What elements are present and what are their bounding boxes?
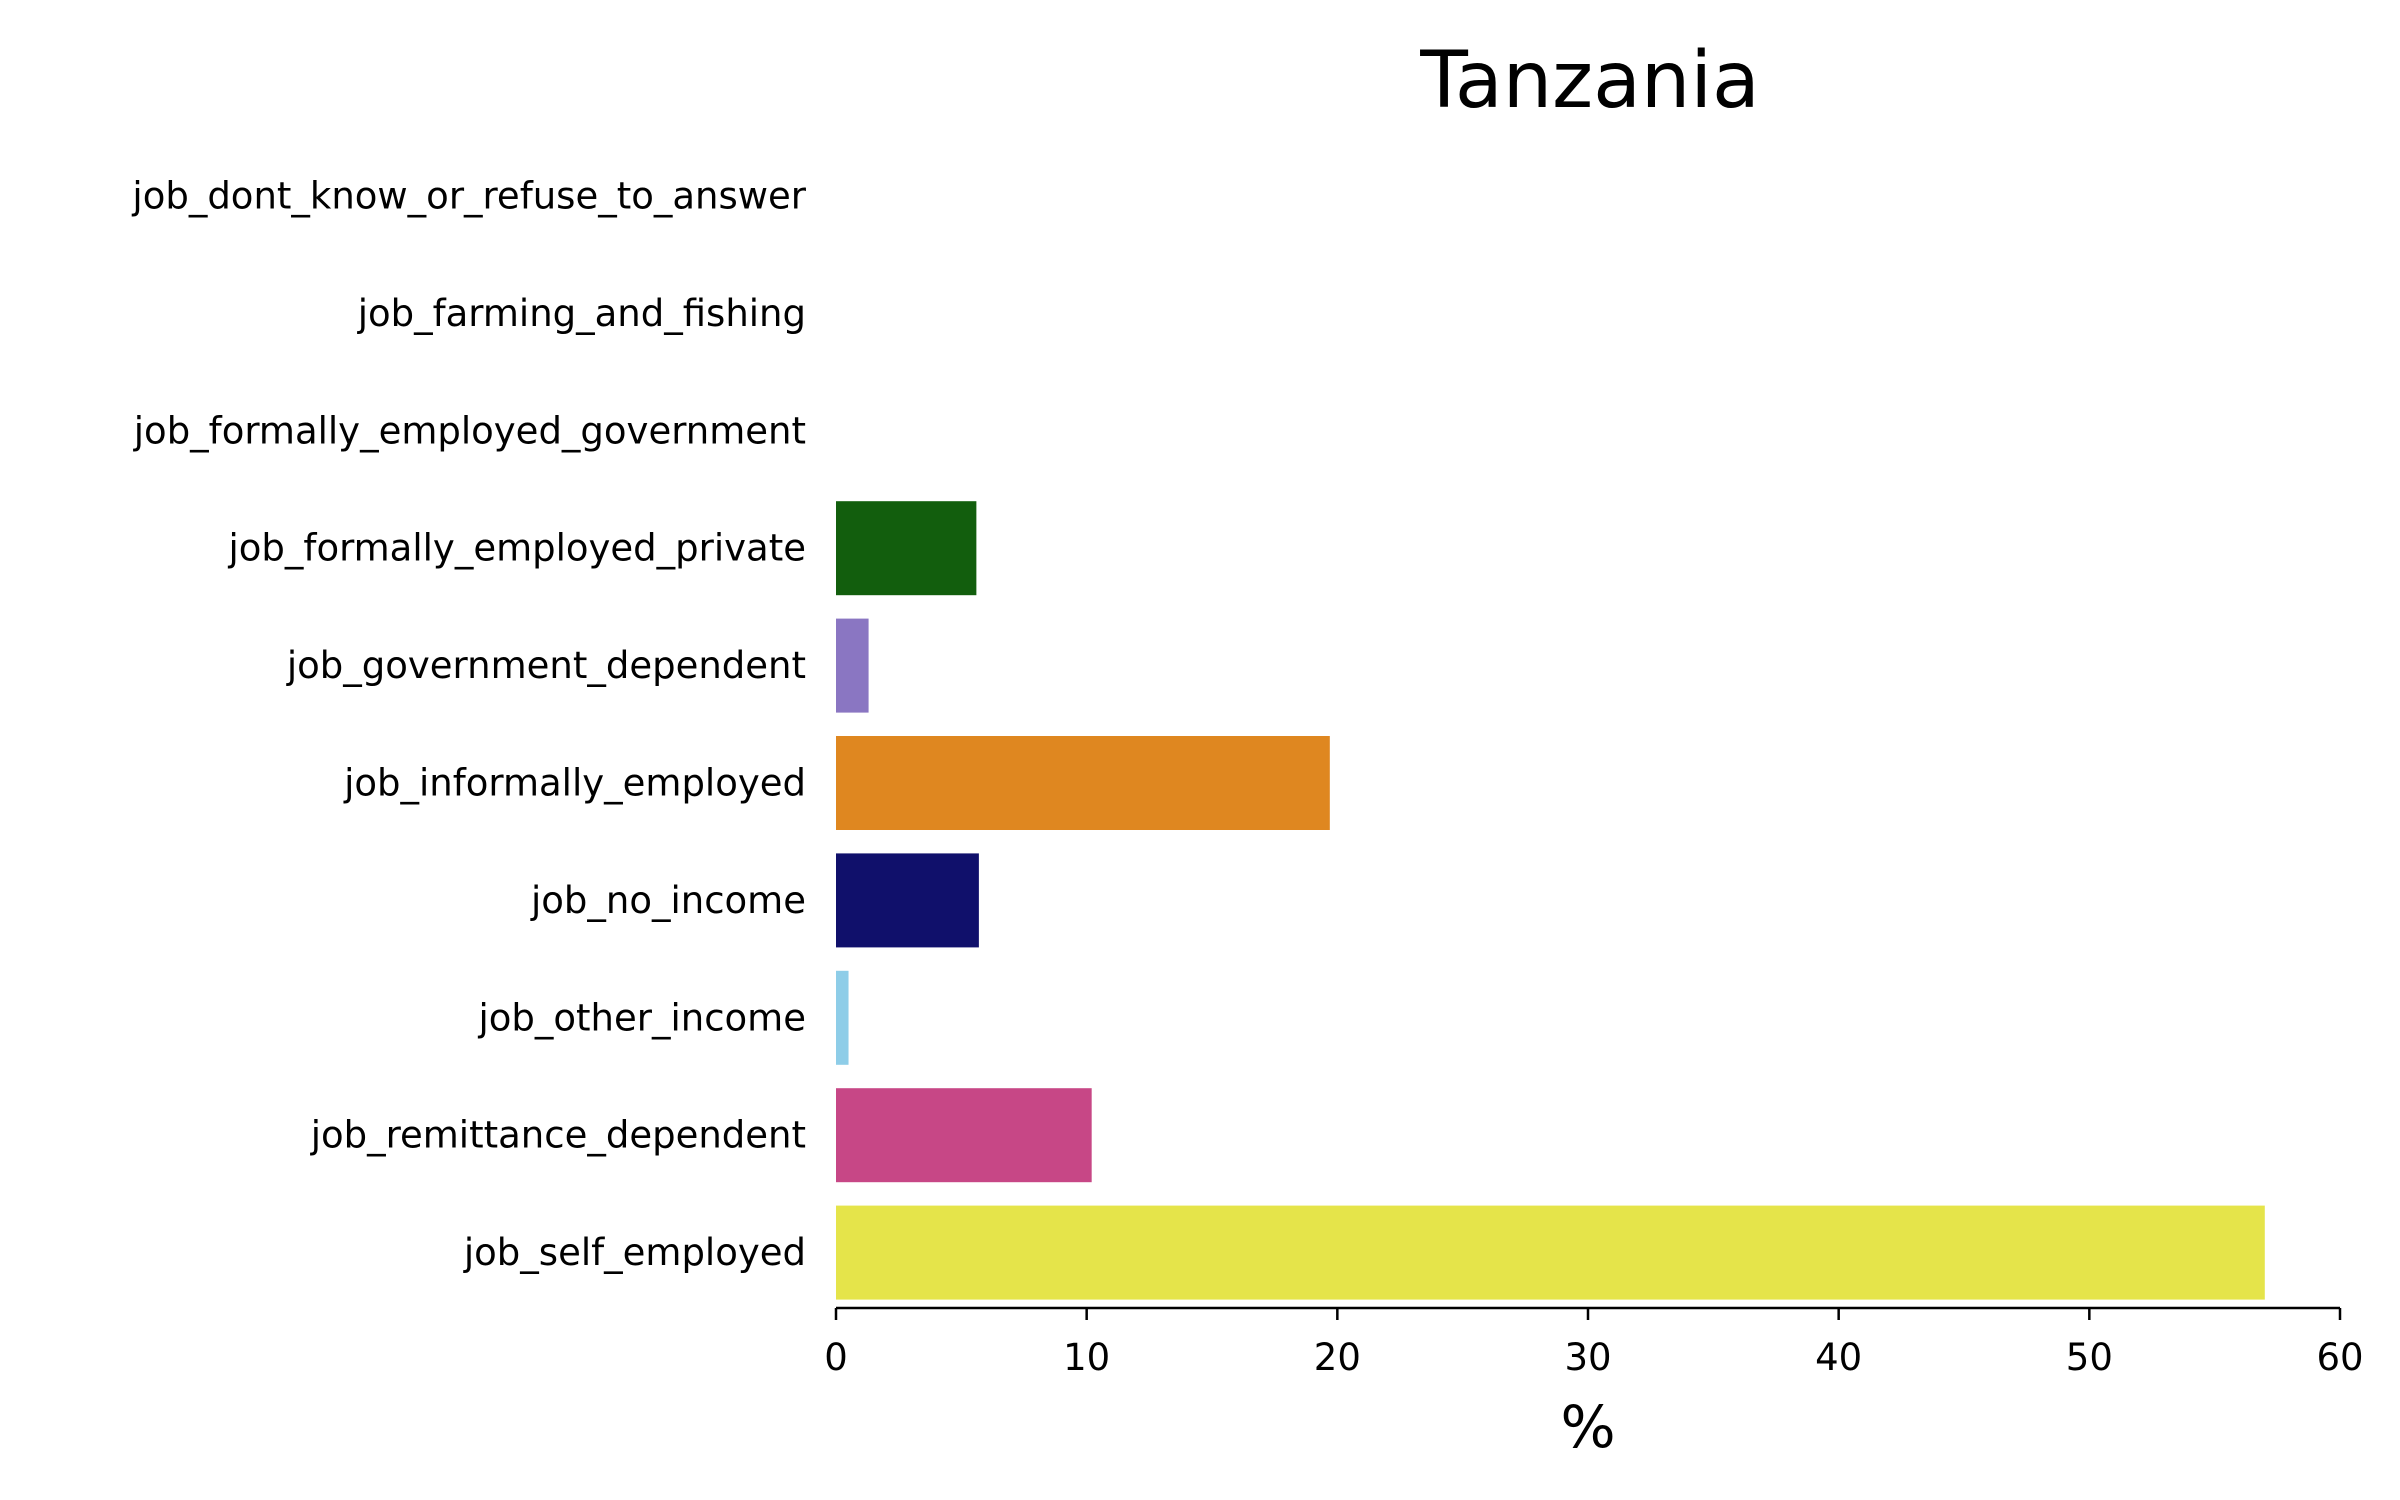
bar-job_self_employed xyxy=(836,1205,2265,1300)
x-tick-label: 0 xyxy=(824,1336,848,1379)
bar-job_formally_employed_private xyxy=(836,501,977,596)
category-label: job_remittance_dependent xyxy=(310,1114,806,1157)
bar-job_remittance_dependent xyxy=(836,1088,1092,1183)
category-label: job_self_employed xyxy=(463,1231,806,1274)
x-tick-label: 60 xyxy=(2316,1336,2363,1379)
x-axis-label: % xyxy=(1560,1393,1615,1461)
bar-job_informally_employed xyxy=(836,736,1330,830)
x-axis-ticks: 0 10 20 30 40 50 60 xyxy=(824,1308,2364,1379)
category-label: job_dont_know_or_refuse_to_answer xyxy=(131,175,806,218)
x-tick-label: 20 xyxy=(1314,1336,1361,1379)
bar-job_other_income xyxy=(836,970,849,1065)
x-tick-label: 30 xyxy=(1564,1336,1611,1379)
x-tick-label: 50 xyxy=(2066,1336,2113,1379)
x-tick-label: 10 xyxy=(1063,1336,1110,1379)
category-label: job_farming_and_fishing xyxy=(357,292,806,335)
category-label: job_other_income xyxy=(478,996,807,1039)
category-label: job_formally_employed_private xyxy=(228,527,806,570)
category-label: job_formally_employed_government xyxy=(133,409,806,452)
category-labels: job_dont_know_or_refuse_to_answer job_far… xyxy=(131,175,806,1275)
bars-group xyxy=(836,501,2265,1300)
category-label: job_no_income xyxy=(530,879,806,922)
bar-job_government_dependent xyxy=(836,618,869,713)
x-tick-label: 40 xyxy=(1815,1336,1862,1379)
category-label: job_informally_employed xyxy=(343,762,806,805)
chart-title: Tanzania xyxy=(1419,36,1760,126)
bar-job_no_income xyxy=(836,853,979,948)
category-label: job_government_dependent xyxy=(286,644,806,687)
